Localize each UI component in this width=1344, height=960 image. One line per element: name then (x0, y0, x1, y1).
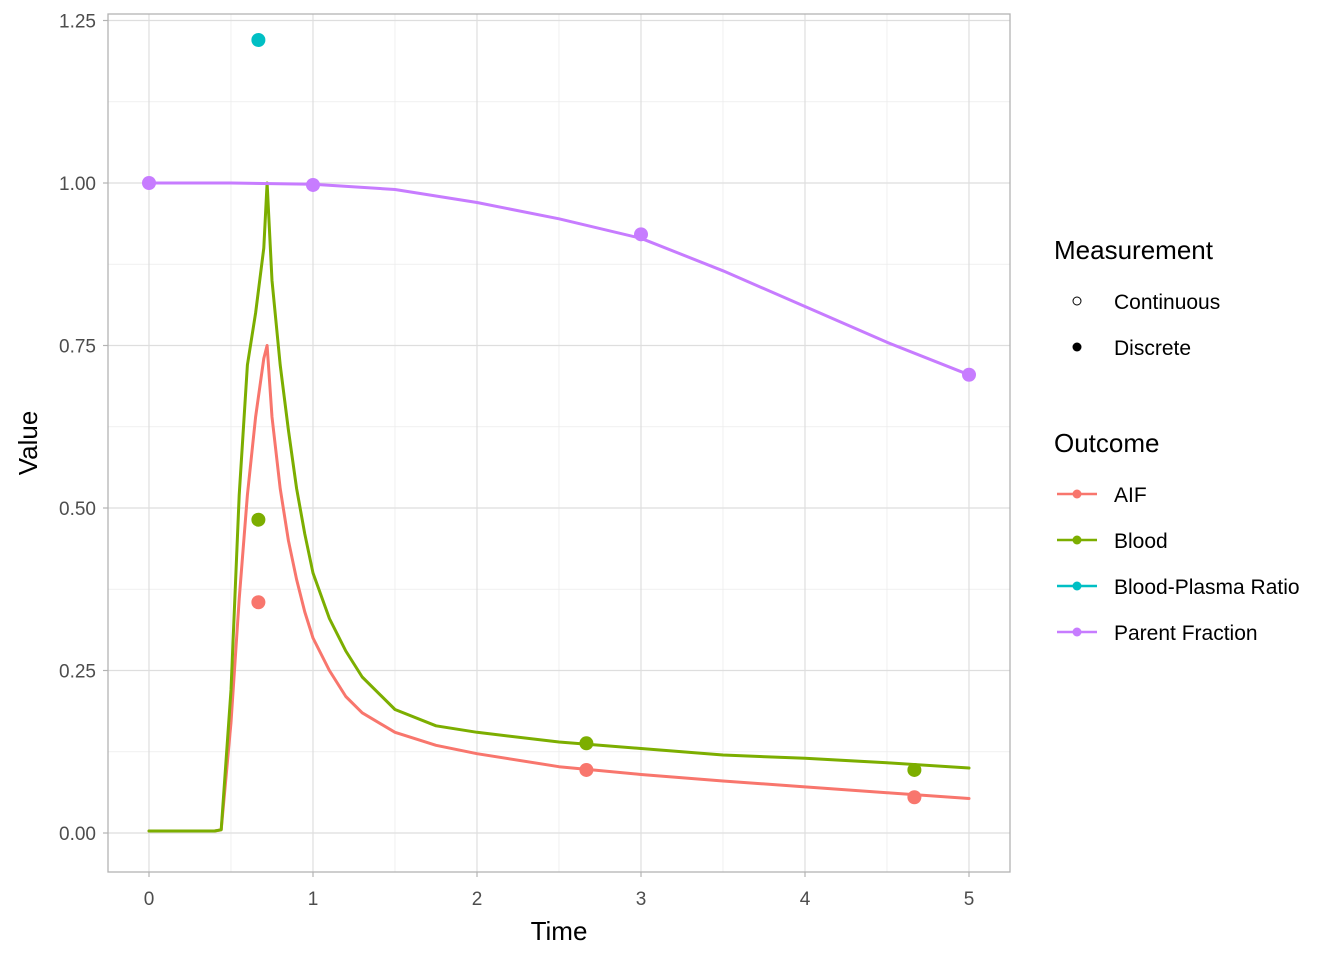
legend-item-discrete: Discrete (1114, 337, 1191, 360)
data-point-parent-fraction (634, 227, 648, 242)
x-tick-label: 2 (472, 889, 483, 910)
y-tick-label: 0.75 (59, 337, 96, 358)
panel-border (107, 13, 1011, 873)
series-layer (142, 33, 976, 833)
legend-outcome-title: Outcome (1054, 428, 1160, 458)
y-tick-label: 1.25 (59, 12, 96, 33)
legend-point-icon-blood (1072, 535, 1082, 545)
data-point-aif (579, 762, 594, 777)
grid-layer (108, 14, 1010, 872)
data-point-parent-fraction (962, 367, 976, 382)
legend-point-icon-blood-plasma-ratio (1072, 581, 1082, 591)
data-point-aif (251, 595, 266, 610)
legend-item-parent-fraction: Parent Fraction (1114, 622, 1258, 645)
tick-layer: 0 1 2 3 4 5 0.00 0.25 0.50 0.75 1.00 1.25 (59, 12, 974, 911)
legend-point-icon-parent-fraction (1072, 627, 1082, 637)
y-tick-label: 0.50 (59, 499, 96, 520)
legend-measurement-items: Continuous Discrete (1072, 291, 1220, 360)
legend-open-circle-icon (1072, 296, 1082, 306)
x-tick-label: 5 (964, 889, 975, 910)
data-point-parent-fraction (306, 177, 320, 192)
x-tick-label: 4 (800, 889, 811, 910)
x-axis-title: Time (531, 916, 588, 946)
legend-point-icon-aif (1072, 489, 1082, 499)
data-point-blood (907, 762, 922, 777)
legend-item-blood: Blood (1114, 530, 1168, 553)
data-point-aif (907, 790, 922, 805)
series-line-blood (147, 181, 971, 833)
x-tick-label: 3 (636, 889, 647, 910)
data-point-parent-fraction (142, 176, 156, 190)
y-tick-label: 0.00 (59, 824, 96, 845)
x-tick-label: 0 (144, 889, 155, 910)
legend-measurement-title: Measurement (1054, 235, 1214, 265)
y-tick-label: 0.25 (59, 662, 96, 683)
y-tick-label: 1.00 (59, 174, 96, 195)
legend-outcome-items: AIF Blood Blood-Plasma Ratio Parent Fractio… (1057, 484, 1300, 645)
legend-item-blood-plasma-ratio: Blood-Plasma Ratio (1114, 576, 1300, 599)
legend-item-continuous: Continuous (1114, 291, 1220, 314)
x-tick-label: 1 (308, 889, 319, 910)
y-axis-title: Value (13, 411, 43, 476)
legend-item-aif: AIF (1114, 484, 1147, 507)
data-point-blood (251, 512, 266, 527)
data-point-blood (579, 736, 594, 751)
data-point-blood-plasma-ratio (251, 33, 266, 47)
legend: Measurement Continuous Discrete Outcome A… (1054, 235, 1300, 645)
series-line-parent-fraction (147, 181, 971, 377)
legend-filled-circle-icon (1072, 342, 1082, 352)
